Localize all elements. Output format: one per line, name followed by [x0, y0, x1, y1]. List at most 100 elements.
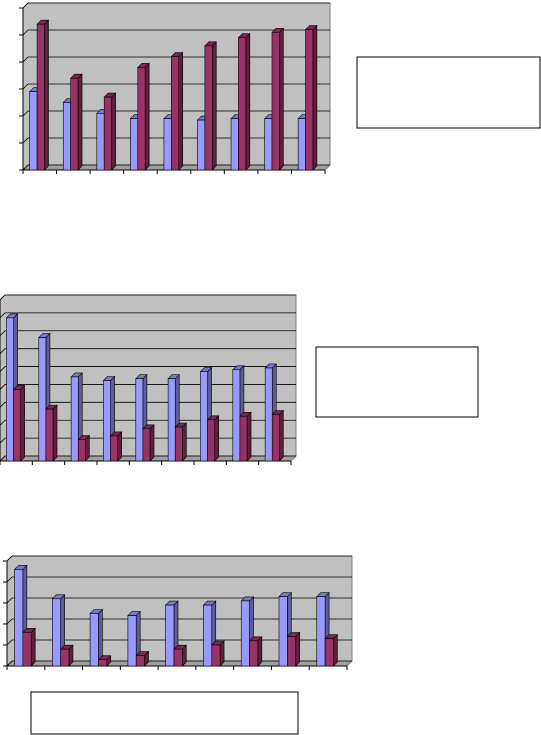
- bar: [36, 23, 45, 171]
- bar: [77, 439, 86, 462]
- grid-line: [22, 29, 29, 36]
- grid-line: [22, 56, 29, 63]
- bar-side: [117, 431, 122, 462]
- bar: [130, 118, 139, 171]
- bar-side: [312, 24, 318, 171]
- bar: [240, 600, 250, 667]
- bar-side: [52, 404, 58, 462]
- grid-line: [0, 384, 6, 390]
- bar-side: [279, 409, 284, 462]
- bar: [29, 91, 38, 171]
- grid-line: [0, 294, 6, 301]
- grid-line: [22, 137, 29, 144]
- bar-side: [77, 73, 83, 171]
- grid-line: [0, 312, 6, 319]
- bar-side: [144, 62, 150, 171]
- bar: [316, 596, 326, 667]
- bar: [98, 659, 108, 667]
- bar: [297, 118, 306, 171]
- bar: [232, 369, 241, 462]
- bar: [165, 604, 175, 667]
- bar: [305, 29, 314, 171]
- bar: [200, 371, 208, 462]
- bar-side: [44, 19, 49, 171]
- grid-line: [6, 555, 13, 562]
- legend-box: [315, 346, 479, 418]
- grid-line: [0, 348, 6, 354]
- bar: [264, 118, 273, 171]
- grid-line: [6, 618, 13, 625]
- bar: [271, 31, 280, 171]
- bar-side: [178, 51, 183, 171]
- bar: [110, 435, 118, 462]
- bar: [137, 67, 146, 171]
- bar: [238, 37, 247, 171]
- bar: [171, 56, 179, 171]
- grid-line: [22, 2, 29, 9]
- bar: [271, 414, 280, 462]
- grid-line: [0, 366, 6, 372]
- bar-side: [246, 411, 252, 462]
- grid-line: [0, 402, 6, 408]
- bar-side: [20, 384, 25, 462]
- bar: [127, 615, 137, 667]
- grid-line: [6, 660, 13, 667]
- bar-side: [211, 41, 217, 171]
- bar: [70, 77, 79, 171]
- bar: [278, 596, 288, 667]
- bar: [135, 655, 145, 667]
- bar: [230, 118, 239, 171]
- grid-line: [0, 455, 6, 462]
- bar: [13, 389, 21, 462]
- bar-side: [295, 631, 300, 667]
- bar: [38, 337, 47, 462]
- grid-line: [22, 110, 29, 117]
- bar: [103, 380, 111, 462]
- bar-side: [245, 32, 251, 171]
- bar: [60, 648, 70, 667]
- bar: [14, 569, 24, 667]
- bar-side: [111, 92, 116, 171]
- bar: [264, 367, 273, 462]
- bar: [96, 113, 105, 171]
- grid-line: [22, 83, 29, 90]
- grid-line: [0, 419, 6, 426]
- bar: [167, 378, 176, 462]
- bar: [324, 638, 334, 667]
- grid-line: [6, 639, 13, 646]
- bar-side: [333, 633, 338, 667]
- bar: [249, 640, 259, 667]
- bar-side: [30, 627, 36, 667]
- bar: [197, 119, 206, 171]
- grid-line: [6, 576, 13, 583]
- bar: [52, 598, 61, 667]
- bar: [89, 613, 99, 667]
- bar: [45, 408, 54, 462]
- bar: [174, 426, 183, 462]
- bar-side: [149, 424, 155, 462]
- legend-box: [30, 691, 299, 735]
- bar-side: [214, 415, 219, 462]
- bar: [173, 648, 183, 667]
- legend-box: [356, 56, 541, 129]
- grid-line: [0, 330, 6, 337]
- bar-side: [257, 636, 263, 667]
- bar: [239, 415, 248, 462]
- bar: [6, 317, 14, 462]
- bar: [22, 632, 32, 667]
- bar: [204, 45, 213, 171]
- bar: [62, 102, 71, 171]
- grid-line: [0, 437, 6, 444]
- grid-line: [6, 597, 13, 604]
- bar: [70, 376, 79, 462]
- bar: [211, 644, 221, 667]
- bar: [103, 96, 112, 171]
- bar: [207, 419, 215, 462]
- bar: [203, 604, 213, 667]
- bar-side: [182, 422, 187, 462]
- bar: [142, 428, 151, 462]
- bar: [135, 378, 144, 462]
- grid-line: [22, 164, 29, 171]
